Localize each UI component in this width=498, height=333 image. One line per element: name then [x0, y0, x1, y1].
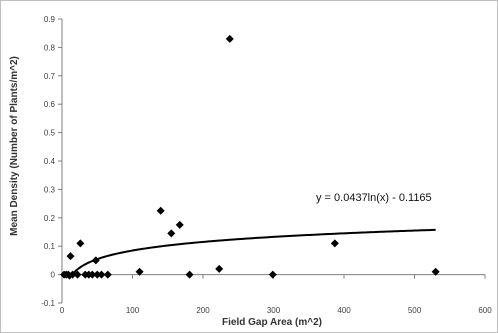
y-tick-label: 0.9 [44, 15, 56, 24]
x-tick-label: 500 [408, 306, 422, 315]
data-point [185, 270, 194, 279]
data-point [330, 239, 339, 248]
data-point [91, 256, 100, 265]
data-point [431, 267, 440, 276]
data-point [93, 270, 102, 279]
y-tick-label: 0.3 [44, 185, 56, 194]
data-point [135, 267, 144, 276]
x-axis-ticks: 0 100 200 300 400 500 600 [60, 274, 492, 315]
x-tick-label: 200 [196, 306, 210, 315]
x-tick-label: 600 [478, 306, 492, 315]
data-point [76, 239, 85, 248]
data-point [225, 34, 234, 43]
data-points [60, 34, 440, 279]
data-point [66, 252, 75, 261]
x-tick-label: 100 [126, 306, 140, 315]
trendline [68, 228, 436, 280]
x-axis-title: Field Gap Area (m^2) [222, 317, 322, 328]
data-point [68, 270, 77, 279]
y-axis-ticks: -0.1 0 0.1 0.2 0.3 0.4 0.5 0.6 0.7 0.8 0.9 [41, 15, 62, 308]
y-tick-label: 0 [51, 271, 56, 280]
y-tick-label: 0.8 [44, 43, 56, 52]
data-point [88, 270, 97, 279]
data-point [97, 270, 106, 279]
data-point [268, 270, 277, 279]
y-tick-label: 0.4 [44, 157, 56, 166]
y-tick-label: -0.1 [41, 299, 55, 308]
trendline-equation: y = 0.0437ln(x) - 0.1165 [316, 192, 432, 204]
y-tick-label: 0.1 [44, 242, 56, 251]
x-tick-label: 400 [337, 306, 351, 315]
data-point [156, 206, 165, 215]
data-point [64, 270, 73, 279]
y-tick-label: 0.5 [44, 129, 56, 138]
y-tick-label: 0.7 [44, 72, 56, 81]
x-tick-label: 300 [267, 306, 281, 315]
x-tick-label: 0 [60, 306, 65, 315]
data-point [167, 229, 176, 238]
data-point [103, 270, 112, 279]
y-axis-title: Mean Density (Number of Plants/m^2) [9, 56, 20, 236]
y-tick-label: 0.2 [44, 214, 56, 223]
y-tick-label: 0.6 [44, 100, 56, 109]
data-point [73, 270, 82, 279]
data-point [175, 220, 184, 229]
data-point [215, 264, 224, 273]
